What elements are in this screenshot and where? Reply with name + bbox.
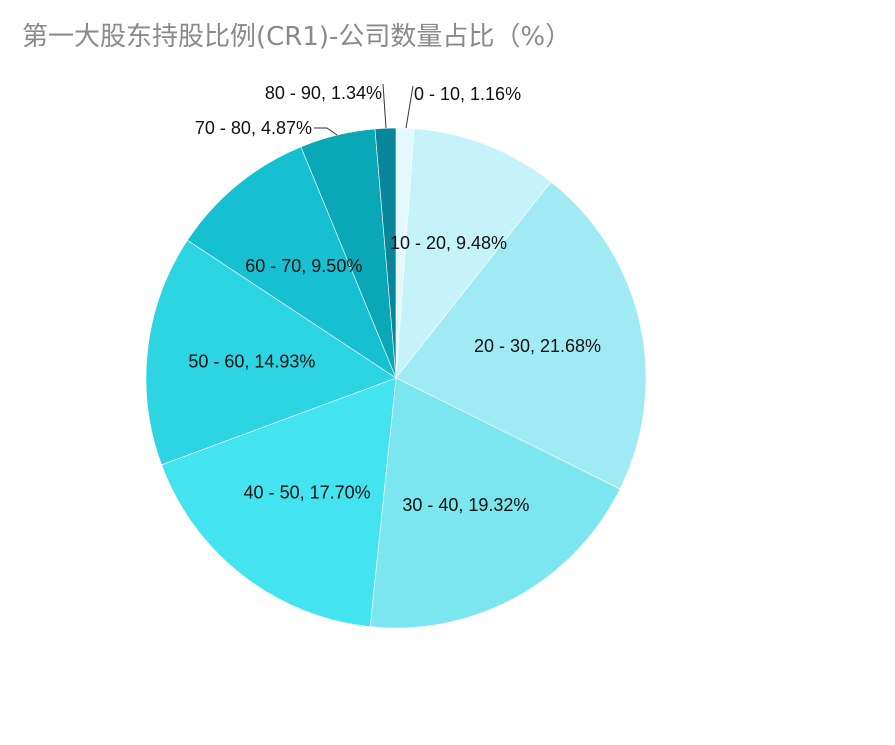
slice-label: 70 - 80, 4.87% [195,118,312,138]
slice-label: 0 - 10, 1.16% [414,84,521,104]
pie-slice-40-50 [161,377,397,627]
slice-label: 20 - 30, 21.68% [474,336,601,356]
chart-title: 第一大股东持股比例(CR1)-公司数量占比（%） [22,22,572,52]
pie-slices [145,127,647,629]
leader-line [314,127,338,136]
slice-label: 50 - 60, 14.93% [188,352,315,372]
slice-label: 40 - 50, 17.70% [244,483,371,503]
pie-slice-30-40 [369,377,621,629]
leader-line [405,85,414,129]
pie-slice-80-90 [374,127,397,379]
pie-slice-50-60 [145,239,397,466]
pie-slice-60-70 [186,146,397,379]
slice-label: 60 - 70, 9.50% [245,256,362,276]
slice-label: 30 - 40, 19.32% [402,495,529,515]
pie-slice-20-30 [395,181,647,490]
leader-lines [314,83,414,136]
slice-label: 10 - 20, 9.48% [390,233,507,253]
pie-slice-10-20 [395,128,552,379]
slice-labels: 0 - 10, 1.16% 10 - 20, 9.48% 20 - 30, 21.6… [188,83,601,515]
leader-line [382,83,387,129]
slice-label: 80 - 90, 1.34% [265,83,382,103]
